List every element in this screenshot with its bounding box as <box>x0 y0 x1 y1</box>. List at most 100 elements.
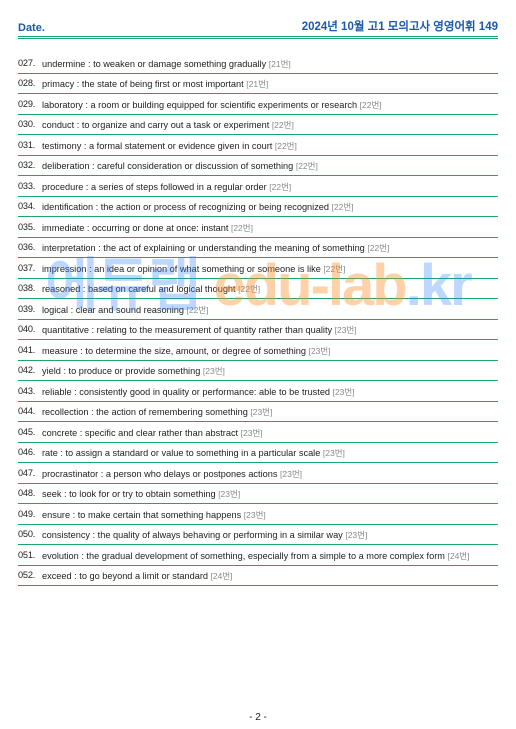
vocab-row: 040.quantitative : relating to the measu… <box>18 320 498 341</box>
entry-number: 028. <box>18 78 38 90</box>
vocab-row: 051. evolution : the gradual development … <box>18 545 498 566</box>
date-label: Date. <box>18 22 45 34</box>
entry-ref: [21번] <box>246 79 268 89</box>
vocab-row: 041. measure : to determine the size, amo… <box>18 340 498 361</box>
entry-number: 044. <box>18 406 38 418</box>
vocab-row: 036. interpretation : the act of explaini… <box>18 238 498 259</box>
entry-text: concrete : specific and clear rather tha… <box>42 427 263 439</box>
entry-text: undermine : to weaken or damage somethin… <box>42 58 291 70</box>
page-number: - 2 - <box>0 712 516 723</box>
entry-ref: [22번] <box>323 264 345 274</box>
page-header: Date. 2024년 10월 고1 모의고사 영영어휘 149 <box>18 18 498 39</box>
entry-text: consistency : the quality of always beha… <box>42 529 367 541</box>
entry-text: interpretation : the act of explaining o… <box>42 242 389 254</box>
entry-number: 048. <box>18 488 38 500</box>
entry-ref: [22번] <box>231 223 253 233</box>
entry-text: evolution : the gradual development of s… <box>42 550 469 562</box>
entry-ref: [23번] <box>250 407 272 417</box>
entry-text: laboratory : a room or building equipped… <box>42 99 382 111</box>
entry-text: impression : an idea or opinion of what … <box>42 263 345 275</box>
vocab-row: 045. concrete : specific and clear rather… <box>18 422 498 443</box>
entry-number: 051. <box>18 550 38 562</box>
vocab-row: 042. yield : to produce or provide someth… <box>18 361 498 382</box>
entry-number: 050. <box>18 529 38 541</box>
vocab-row: 031. testimony : a formal statement or ev… <box>18 135 498 156</box>
vocab-row: 028. primacy : the state of being first o… <box>18 74 498 95</box>
entry-ref: [23번] <box>244 510 266 520</box>
entry-ref: [22번] <box>332 202 354 212</box>
entry-number: 036. <box>18 242 38 254</box>
vocab-row: 046. rate : to assign a standard or value… <box>18 443 498 464</box>
entry-number: 042. <box>18 365 38 377</box>
entry-text: ensure : to make certain that something … <box>42 509 266 521</box>
vocab-row: 039. logical : clear and sound reasoning … <box>18 299 498 320</box>
entry-text: reliable : consistently good in quality … <box>42 386 355 398</box>
vocab-row: 043.reliable : consistently good in qual… <box>18 381 498 402</box>
entry-text: logical : clear and sound reasoning [22번… <box>42 304 209 316</box>
entry-number: 037. <box>18 263 38 275</box>
vocab-row: 029. laboratory : a room or building equi… <box>18 94 498 115</box>
entry-number: 039. <box>18 304 38 316</box>
vocab-row: 032. deliberation : careful consideration… <box>18 156 498 177</box>
vocab-list: 027. undermine : to weaken or damage some… <box>18 53 498 586</box>
entry-number: 030. <box>18 119 38 131</box>
entry-ref: [22번] <box>275 141 297 151</box>
vocab-row: 050. consistency : the quality of always … <box>18 525 498 546</box>
entry-ref: [22번] <box>272 120 294 130</box>
entry-ref: [23번] <box>203 366 225 376</box>
entry-text: exceed : to go beyond a limit or standar… <box>42 570 233 582</box>
entry-ref: [23번] <box>218 489 240 499</box>
entry-text: testimony : a formal statement or eviden… <box>42 140 297 152</box>
vocab-row: 048. seek : to look for or try to obtain … <box>18 484 498 505</box>
entry-ref: [24번] <box>211 571 233 581</box>
page-title: 2024년 10월 고1 모의고사 영영어휘 149 <box>302 18 498 34</box>
entry-ref: [23번] <box>333 387 355 397</box>
entry-text: procedure : a series of steps followed i… <box>42 181 291 193</box>
vocab-row: 035.immediate : occurring or done at onc… <box>18 217 498 238</box>
entry-ref: [22번] <box>360 100 382 110</box>
entry-text: primacy : the state of being first or mo… <box>42 78 268 90</box>
entry-number: 046. <box>18 447 38 459</box>
entry-number: 034. <box>18 201 38 213</box>
vocab-row: 049. ensure : to make certain that someth… <box>18 504 498 525</box>
entry-text: procrastinator : a person who delays or … <box>42 468 302 480</box>
entry-number: 052. <box>18 570 38 582</box>
entry-text: deliberation : careful consideration or … <box>42 160 318 172</box>
entry-text: immediate : occurring or done at once: i… <box>42 222 253 234</box>
entry-number: 041. <box>18 345 38 357</box>
entry-number: 033. <box>18 181 38 193</box>
entry-number: 049. <box>18 509 38 521</box>
entry-ref: [23번] <box>345 530 367 540</box>
entry-number: 029. <box>18 99 38 111</box>
entry-ref: [22번] <box>296 161 318 171</box>
entry-number: 038. <box>18 283 38 295</box>
vocab-row: 033. procedure : a series of steps follow… <box>18 176 498 197</box>
entry-ref: [22번] <box>269 182 291 192</box>
entry-text: measure : to determine the size, amount,… <box>42 345 331 357</box>
entry-ref: [21번] <box>269 59 291 69</box>
entry-text: yield : to produce or provide something … <box>42 365 225 377</box>
entry-number: 045. <box>18 427 38 439</box>
vocab-row: 047.procrastinator : a person who delays… <box>18 463 498 484</box>
entry-text: seek : to look for or try to obtain some… <box>42 488 240 500</box>
entry-text: identification : the action or process o… <box>42 201 354 213</box>
vocab-row: 027. undermine : to weaken or damage some… <box>18 53 498 74</box>
entry-number: 032. <box>18 160 38 172</box>
vocab-row: 030. conduct : to organize and carry out … <box>18 115 498 136</box>
vocab-row: 044. recollection : the action of remembe… <box>18 402 498 423</box>
entry-ref: [23번] <box>241 428 263 438</box>
entry-ref: [24번] <box>447 551 469 561</box>
entry-text: quantitative : relating to the measureme… <box>42 324 357 336</box>
entry-number: 031. <box>18 140 38 152</box>
vocab-row: 037. impression : an idea or opinion of w… <box>18 258 498 279</box>
entry-number: 027. <box>18 58 38 70</box>
entry-text: reasoned : based on careful and logical … <box>42 283 260 295</box>
entry-text: rate : to assign a standard or value to … <box>42 447 345 459</box>
vocab-row: 038. reasoned : based on careful and logi… <box>18 279 498 300</box>
entry-text: recollection : the action of remembering… <box>42 406 272 418</box>
vocab-row: 052. exceed : to go beyond a limit or sta… <box>18 566 498 587</box>
entry-ref: [23번] <box>335 325 357 335</box>
entry-text: conduct : to organize and carry out a ta… <box>42 119 294 131</box>
entry-ref: [23번] <box>323 448 345 458</box>
entry-ref: [22번] <box>367 243 389 253</box>
